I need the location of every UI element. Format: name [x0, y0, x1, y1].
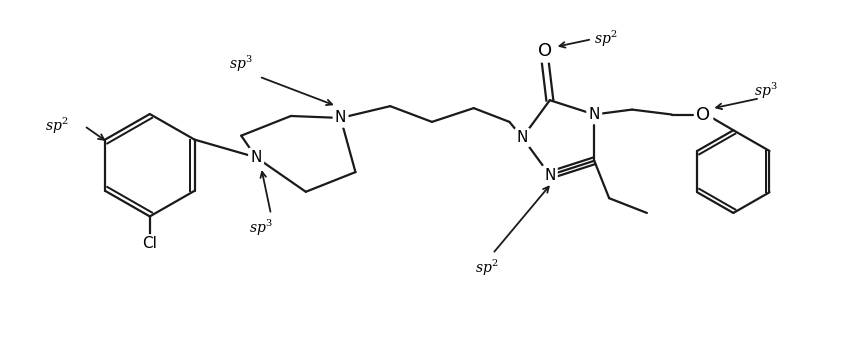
Text: N: N — [588, 107, 599, 122]
Text: O: O — [696, 106, 710, 124]
Text: $sp^2$: $sp^2$ — [474, 257, 498, 278]
Text: $sp^3$: $sp^3$ — [249, 218, 273, 238]
Text: $sp^3$: $sp^3$ — [753, 80, 777, 101]
Text: Cl: Cl — [142, 236, 157, 251]
Text: N: N — [544, 167, 555, 182]
Text: $sp^2$: $sp^2$ — [44, 116, 68, 136]
Text: $sp^2$: $sp^2$ — [593, 29, 617, 49]
Text: N: N — [250, 150, 262, 165]
Text: O: O — [537, 42, 551, 60]
Text: N: N — [335, 110, 346, 125]
Text: N: N — [516, 130, 527, 145]
Text: $sp^3$: $sp^3$ — [229, 54, 253, 74]
